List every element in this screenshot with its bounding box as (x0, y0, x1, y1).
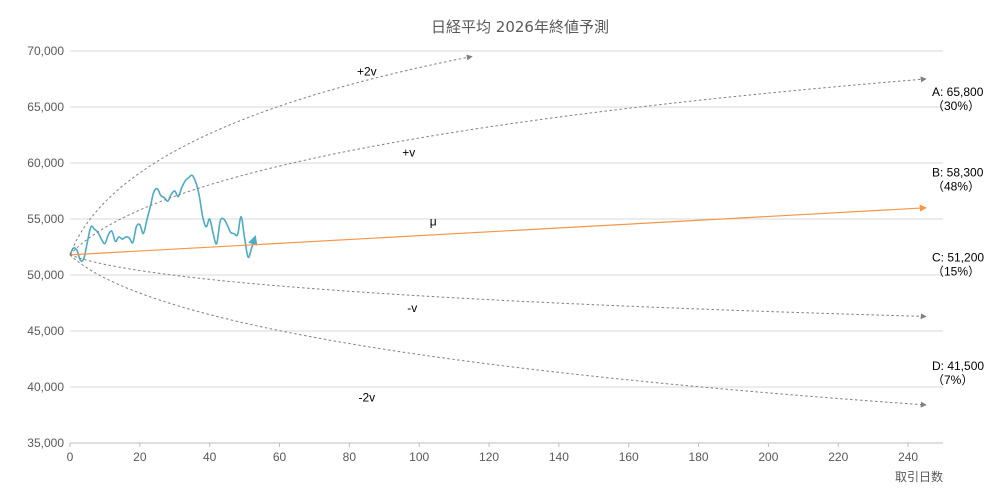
x-tick-label: 160 (619, 450, 639, 464)
band-label: μ (430, 215, 437, 229)
scenario-value: D: 41,500 (932, 359, 984, 373)
x-tick-label: 140 (549, 450, 569, 464)
y-tick-label: 60,000 (27, 156, 64, 170)
y-tick-label: 45,000 (27, 324, 64, 338)
band-line-minus2v (69, 254, 927, 408)
x-tick-label: 80 (343, 450, 357, 464)
x-tick-label: 220 (828, 450, 848, 464)
x-tick-label: 40 (203, 450, 217, 464)
series-layer (69, 54, 927, 408)
y-tick-label: 35,000 (27, 436, 64, 450)
axes: 35,000 40,000 45,000 50,000 55,000 60,000 65,0… (27, 44, 918, 464)
gridlines (70, 50, 943, 444)
scenario-probability: （48%） (932, 179, 980, 193)
band-label: -v (407, 301, 417, 315)
price-history-line (69, 174, 258, 262)
y-tick-label: 70,000 (27, 44, 64, 58)
scenario-probability: （30%） (932, 99, 980, 113)
scenario-probability: （7%） (932, 373, 973, 387)
band-line-plusv (69, 76, 927, 256)
x-tick-label: 60 (273, 450, 287, 464)
x-axis-label: 取引日数 (895, 469, 943, 484)
y-tick-label: 40,000 (27, 380, 64, 394)
scenario-value: A: 65,800 (932, 85, 984, 99)
band-line-plus2v (69, 54, 473, 256)
x-tick-label: 100 (409, 450, 429, 464)
band-label: +v (402, 145, 415, 159)
y-tick-label: 55,000 (27, 212, 64, 226)
x-tick-label: 20 (133, 450, 147, 464)
x-tick-label: 240 (898, 450, 918, 464)
chart-title: 日経平均 2026年終値予測 (431, 18, 609, 36)
x-tick-label: 0 (67, 450, 74, 464)
band-line-mu (69, 204, 927, 256)
x-tick-label: 180 (689, 450, 709, 464)
band-label: +2v (357, 65, 377, 79)
band-label: -2v (358, 391, 375, 405)
scenario-probability: （15%） (932, 265, 980, 279)
band-line-minusv (69, 254, 927, 320)
y-tick-label: 50,000 (27, 268, 64, 282)
x-tick-label: 120 (479, 450, 499, 464)
y-tick-label: 65,000 (27, 100, 64, 114)
x-tick-label: 200 (758, 450, 778, 464)
scenario-value: C: 51,200 (932, 251, 984, 265)
scenario-value: B: 58,300 (932, 165, 984, 179)
annotation-layer: +2v +v μ -v -2v A: 65,800（30%） B: 58,300（48%） C… (357, 65, 984, 405)
